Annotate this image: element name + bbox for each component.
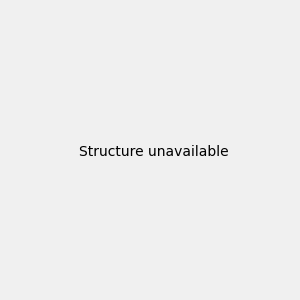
Text: Structure unavailable: Structure unavailable [79,145,229,158]
